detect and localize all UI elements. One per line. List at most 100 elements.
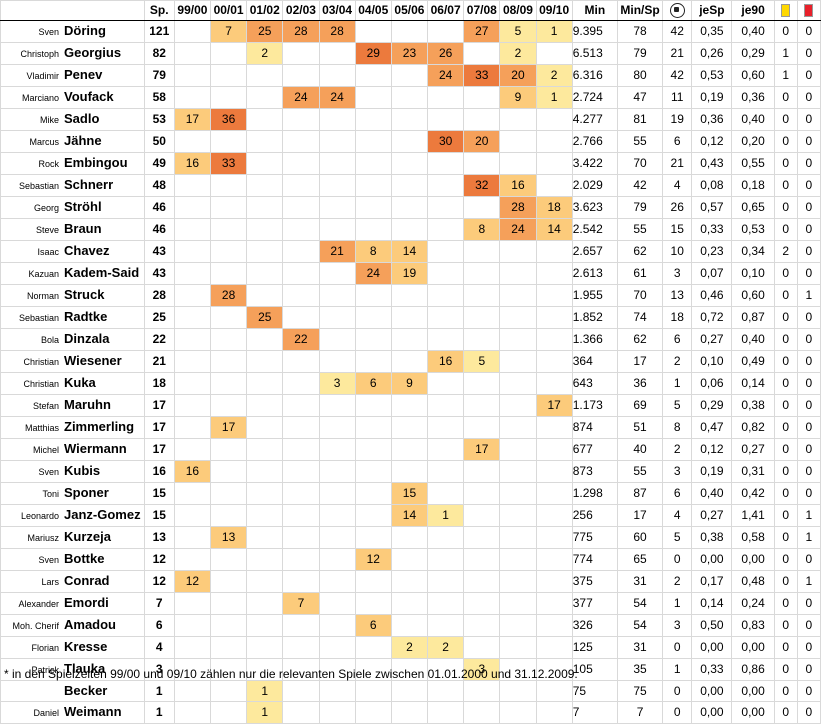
games-total: 22	[143, 328, 175, 351]
games-total: 17	[143, 394, 175, 417]
minutes-per-game: 70	[616, 284, 664, 307]
season-games-cell	[246, 416, 284, 439]
season-games-cell: 2	[390, 636, 429, 659]
season-games-cell	[318, 636, 356, 659]
season-games-cell	[282, 174, 320, 197]
goals-per-game: 0,29	[691, 394, 733, 417]
season-games-cell	[246, 526, 284, 549]
player-name-cell: Moh. Cherif Amadou	[0, 614, 145, 637]
minutes-total: 677	[571, 438, 618, 461]
minutes-total: 2.542	[571, 218, 618, 241]
red-cards: 0	[796, 262, 821, 285]
season-games-cell	[173, 328, 212, 351]
games-total: 48	[143, 174, 175, 197]
season-games-cell	[173, 394, 212, 417]
minutes-total: 75	[571, 680, 618, 702]
season-games-cell	[318, 306, 356, 329]
player-first-name: Sven	[38, 555, 59, 565]
season-games-cell: 16	[173, 460, 212, 483]
season-games-cell	[390, 218, 429, 241]
goals-count: 6	[662, 130, 693, 153]
player-last-name: Sponer	[64, 485, 109, 500]
season-games-cell	[499, 701, 537, 724]
player-first-name: Marcus	[29, 137, 59, 147]
season-games-cell	[463, 570, 501, 593]
yellow-cards: 1	[773, 42, 798, 65]
player-first-name: Alexander	[18, 599, 59, 609]
player-last-name: Voufack	[64, 89, 114, 104]
yellow-cards: 0	[773, 152, 798, 175]
table-row: Alexander Emordi 7 7 377 54 1 0,14 0,24 0 0	[0, 592, 821, 615]
table-row: Rock Embingou 49 16 33 3.422 70 21 0,43 0,55 0 0	[0, 152, 821, 175]
goals-per-90: 0,48	[731, 570, 775, 593]
goals-count: 2	[662, 350, 693, 373]
season-games-cell	[354, 86, 392, 109]
season-games-cell	[535, 350, 573, 373]
season-games-cell	[318, 328, 356, 351]
minutes-per-game: 55	[616, 218, 664, 241]
season-games-cell	[535, 438, 573, 461]
season-games-cell	[246, 614, 284, 637]
season-games-cell	[499, 350, 537, 373]
season-games-cell	[246, 196, 284, 219]
goals-count: 21	[662, 42, 693, 65]
goals-per-game: 0,35	[691, 20, 733, 43]
games-total: 12	[143, 570, 175, 593]
table-row: Matthias Zimmerling 17 17 874 51 8 0,47 0,82 0 0	[0, 416, 821, 439]
minutes-per-game: 61	[616, 262, 664, 285]
season-games-cell	[173, 240, 212, 263]
season-games-cell	[318, 416, 356, 439]
player-last-name: Amadou	[64, 617, 116, 632]
goals-count: 6	[662, 482, 693, 505]
goals-per-90: 0,40	[731, 328, 775, 351]
goals-per-game: 0,12	[691, 130, 733, 153]
player-first-name: Sebastian	[18, 313, 59, 323]
minutes-per-game: 47	[616, 86, 664, 109]
goals-per-90: 0,38	[731, 394, 775, 417]
season-header: 07/08	[463, 0, 501, 21]
season-games-cell	[246, 240, 284, 263]
season-games-cell	[427, 152, 465, 175]
season-games-cell: 25	[246, 20, 284, 43]
season-games-cell	[499, 328, 537, 351]
red-cards: 0	[796, 196, 821, 219]
goals-per-game: 0,38	[691, 526, 733, 549]
season-games-cell	[535, 284, 573, 307]
minutes-per-game: 70	[616, 152, 664, 175]
season-games-cell	[318, 482, 356, 505]
goals-per-game: 0,00	[691, 701, 733, 724]
games-total: 18	[143, 372, 175, 395]
season-games-cell	[463, 592, 501, 615]
goals-count: 3	[662, 614, 693, 637]
minutes-per-game: 54	[616, 614, 664, 637]
player-last-name: Döring	[64, 23, 106, 38]
yellow-cards: 0	[773, 108, 798, 131]
player-last-name: Conrad	[64, 573, 110, 588]
goals-per-90: 0,18	[731, 174, 775, 197]
season-games-cell: 23	[390, 42, 429, 65]
table-row: Marcus Jähne 50 30 20 2.766 55 6 0,12 0,20 0 0	[0, 130, 821, 153]
season-games-cell: 7	[209, 20, 248, 43]
red-card-icon	[804, 4, 814, 18]
season-games-cell	[390, 570, 429, 593]
minutes-total: 1.366	[571, 328, 618, 351]
season-games-cell: 3	[318, 372, 356, 395]
season-games-cell: 8	[463, 218, 501, 241]
season-games-cell	[318, 526, 356, 549]
player-first-name: Florian	[31, 643, 59, 653]
table-row: Sven Döring 121 7 25 28 28 27 5 1 9.395 78 42 0,35 0,4…	[0, 20, 821, 43]
season-games-cell	[209, 174, 248, 197]
player-name-cell: Sven Kubis	[0, 460, 145, 483]
season-games-cell	[354, 284, 392, 307]
goals-per-game: 0,00	[691, 636, 733, 659]
season-header: 99/00	[173, 0, 212, 21]
season-games-cell	[499, 306, 537, 329]
season-games-cell: 16	[499, 174, 537, 197]
goals-per-90: 0,00	[731, 636, 775, 659]
goals-per-game: 0,23	[691, 240, 733, 263]
season-games-cell	[282, 152, 320, 175]
goals-per-game: 0,27	[691, 504, 733, 527]
player-name-cell: Florian Kresse	[0, 636, 145, 659]
season-games-cell	[209, 548, 248, 571]
season-games-cell	[209, 196, 248, 219]
